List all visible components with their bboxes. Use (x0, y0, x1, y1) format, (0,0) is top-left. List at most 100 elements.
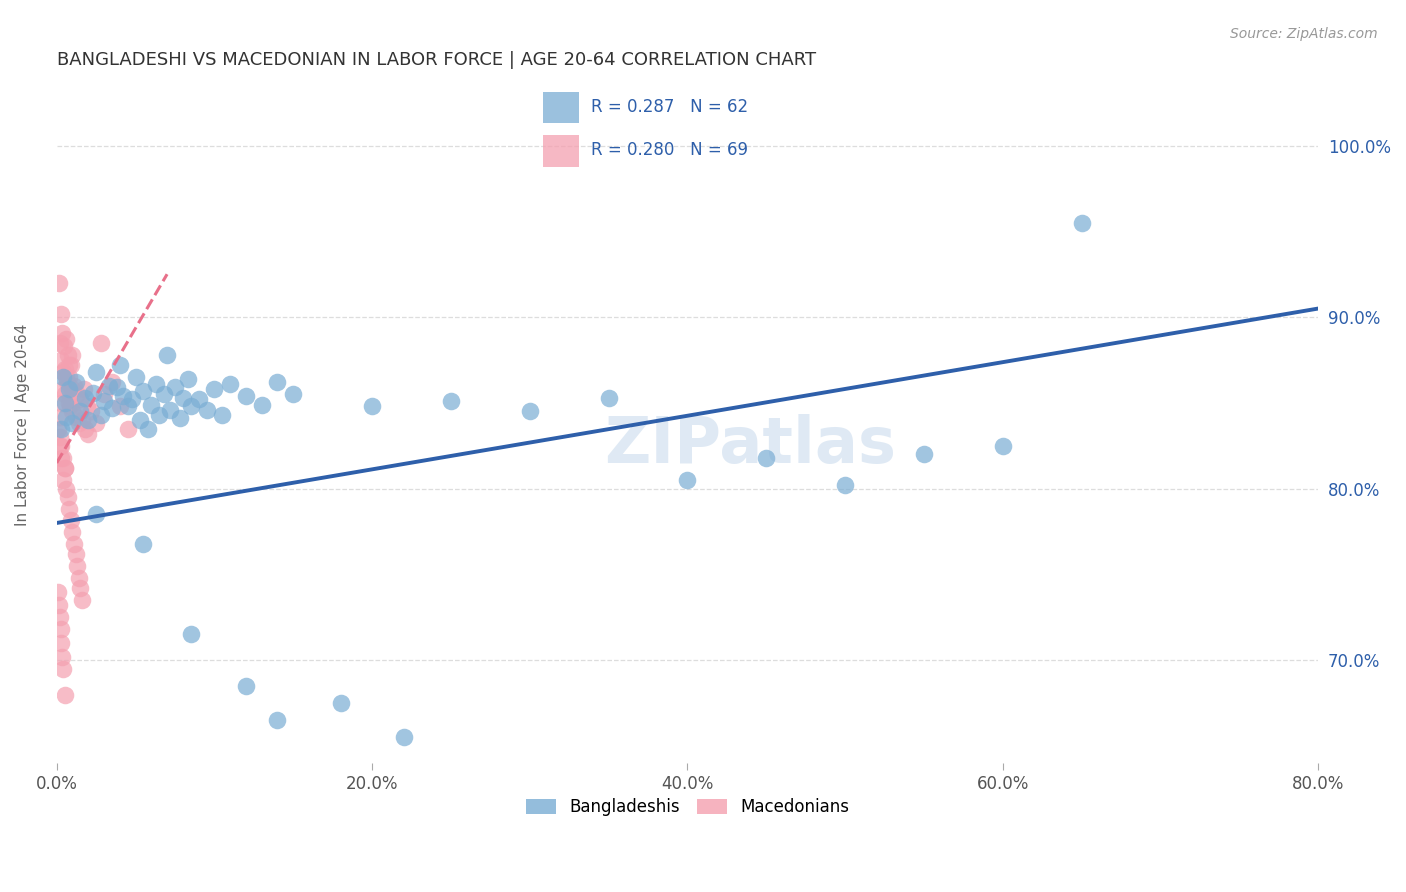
Bangladeshis (176, 372, 198, 386)
Macedonians (60, 382, 83, 396)
Macedonians (62, 348, 84, 362)
Macedonians (58, 370, 80, 384)
Bangladeshis (912, 447, 935, 461)
Macedonians (49, 430, 72, 444)
Macedonians (84, 417, 107, 431)
Bangladeshis (187, 392, 209, 407)
Text: ZIPatlas: ZIPatlas (605, 414, 897, 475)
Bangladeshis (180, 627, 202, 641)
Bangladeshis (519, 404, 541, 418)
Macedonians (51, 636, 73, 650)
Macedonians (59, 358, 82, 372)
Macedonians (70, 413, 93, 427)
Legend: Bangladeshis, Macedonians: Bangladeshis, Macedonians (519, 791, 856, 822)
Bangladeshis (156, 348, 179, 362)
Bangladeshis (159, 402, 181, 417)
Bangladeshis (1070, 216, 1092, 230)
Bangladeshis (65, 376, 87, 390)
Macedonians (66, 558, 89, 573)
Macedonians (53, 688, 76, 702)
Macedonians (117, 422, 139, 436)
Macedonians (51, 396, 73, 410)
Macedonians (52, 339, 75, 353)
Macedonians (72, 382, 94, 396)
Bangladeshis (129, 413, 152, 427)
Macedonians (53, 361, 76, 376)
Bangladeshis (250, 398, 273, 412)
Macedonians (76, 400, 98, 414)
Bangladeshis (145, 377, 167, 392)
Bangladeshis (132, 536, 155, 550)
Text: Source: ZipAtlas.com: Source: ZipAtlas.com (1230, 27, 1378, 41)
Bangladeshis (440, 394, 463, 409)
Macedonians (70, 593, 93, 607)
Macedonians (49, 610, 72, 624)
Macedonians (53, 387, 76, 401)
Macedonians (77, 426, 100, 441)
Text: BANGLADESHI VS MACEDONIAN IN LABOR FORCE | AGE 20-64 CORRELATION CHART: BANGLADESHI VS MACEDONIAN IN LABOR FORCE… (56, 51, 815, 69)
Bangladeshis (235, 679, 257, 693)
Macedonians (52, 365, 75, 379)
Macedonians (66, 387, 89, 401)
Macedonians (48, 276, 70, 290)
Bangladeshis (75, 391, 97, 405)
Macedonians (52, 382, 75, 396)
Bangladeshis (195, 402, 218, 417)
Macedonians (56, 376, 79, 390)
Bangladeshis (755, 450, 778, 465)
Bangladeshis (283, 387, 305, 401)
Bangladeshis (55, 409, 77, 424)
Bangladeshis (105, 380, 128, 394)
Macedonians (52, 450, 75, 465)
Macedonians (93, 387, 115, 401)
Bangladeshis (53, 396, 76, 410)
Bar (543, 136, 579, 167)
Macedonians (65, 409, 87, 424)
Bangladeshis (108, 358, 131, 372)
Text: R = 0.287   N = 62: R = 0.287 N = 62 (591, 98, 748, 116)
Macedonians (52, 662, 75, 676)
Bangladeshis (153, 387, 176, 401)
Bangladeshis (991, 439, 1014, 453)
Bangladeshis (58, 382, 80, 396)
Bangladeshis (163, 380, 186, 394)
Bangladeshis (121, 392, 143, 407)
Macedonians (58, 358, 80, 372)
Macedonians (49, 623, 72, 637)
Bangladeshis (77, 413, 100, 427)
Bangladeshis (52, 370, 75, 384)
Bangladeshis (266, 376, 288, 390)
Macedonians (49, 335, 72, 350)
Bangladeshis (82, 385, 104, 400)
Bangladeshis (101, 401, 124, 415)
Bangladeshis (117, 400, 139, 414)
Macedonians (51, 450, 73, 465)
Bangladeshis (84, 365, 107, 379)
Macedonians (51, 326, 73, 340)
Bangladeshis (93, 394, 115, 409)
Bangladeshis (51, 422, 73, 436)
Macedonians (62, 524, 84, 539)
Bangladeshis (111, 389, 134, 403)
Bangladeshis (676, 473, 699, 487)
Bangladeshis (136, 422, 159, 436)
Bangladeshis (329, 696, 352, 710)
Macedonians (49, 409, 72, 424)
Macedonians (69, 581, 91, 595)
Macedonians (65, 547, 87, 561)
Macedonians (67, 571, 90, 585)
Macedonians (46, 422, 69, 436)
Macedonians (53, 461, 76, 475)
Macedonians (108, 400, 131, 414)
Macedonians (59, 400, 82, 414)
Bangladeshis (834, 478, 856, 492)
Macedonians (63, 378, 86, 392)
Bangladeshis (361, 400, 384, 414)
Macedonians (80, 404, 103, 418)
Macedonians (56, 348, 79, 362)
Bangladeshis (132, 384, 155, 398)
Bangladeshis (141, 398, 163, 412)
Bangladeshis (392, 731, 415, 745)
Macedonians (63, 536, 86, 550)
Bangladeshis (180, 400, 202, 414)
